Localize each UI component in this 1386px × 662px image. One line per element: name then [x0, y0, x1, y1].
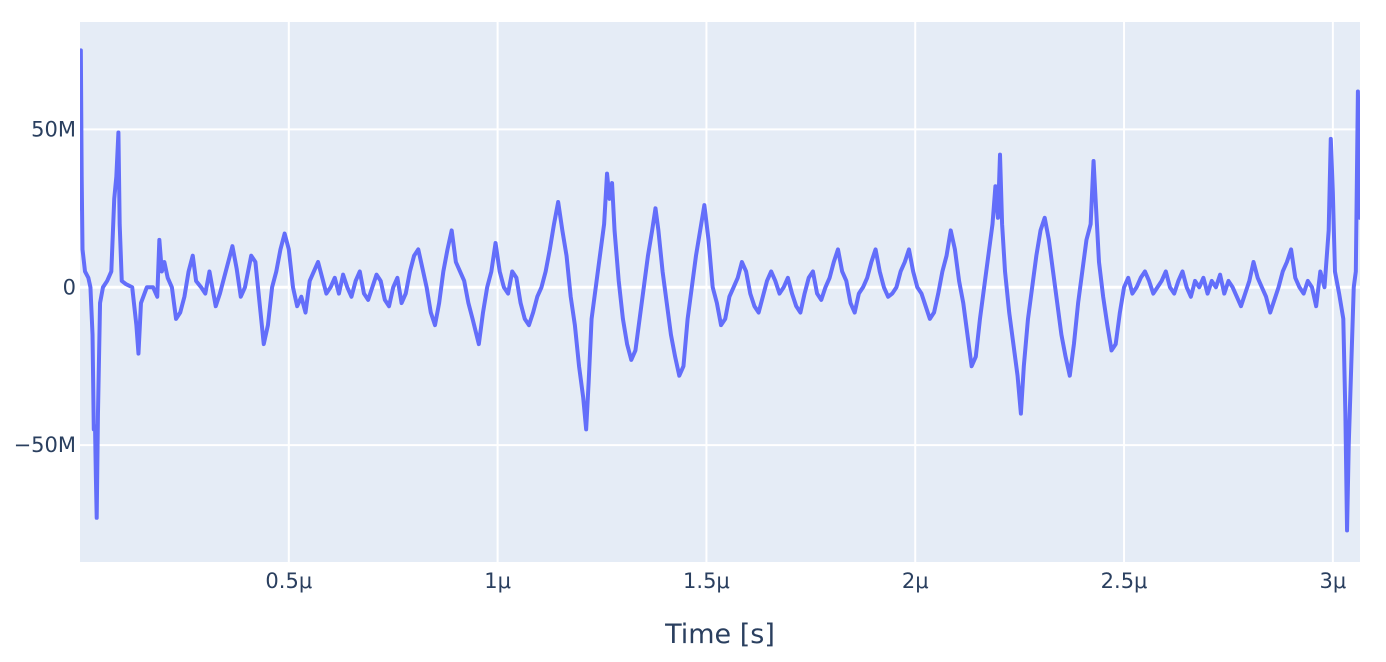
- x-tick-label: 0.5μ: [265, 569, 312, 593]
- series-line-0: [80, 48, 1360, 533]
- x-tick-label: 1μ: [484, 569, 511, 593]
- y-tick-label: 0: [63, 275, 76, 299]
- x-tick-label: 2.5μ: [1101, 569, 1148, 593]
- y-tick-label: 50M: [31, 117, 76, 141]
- x-tick-label: 1.5μ: [683, 569, 730, 593]
- series-layer: [80, 48, 1360, 533]
- grid-lines: [80, 22, 1360, 562]
- x-tick-label: 2μ: [902, 569, 929, 593]
- x-tick-labels: 0.5μ 1μ 1.5μ 2μ 2.5μ 3μ: [265, 569, 1346, 593]
- x-tick-label: 3μ: [1319, 569, 1346, 593]
- x-axis-title: Time [s]: [664, 619, 775, 650]
- y-tick-label: −50M: [14, 433, 76, 457]
- y-tick-labels: 50M 0 −50M: [14, 117, 76, 457]
